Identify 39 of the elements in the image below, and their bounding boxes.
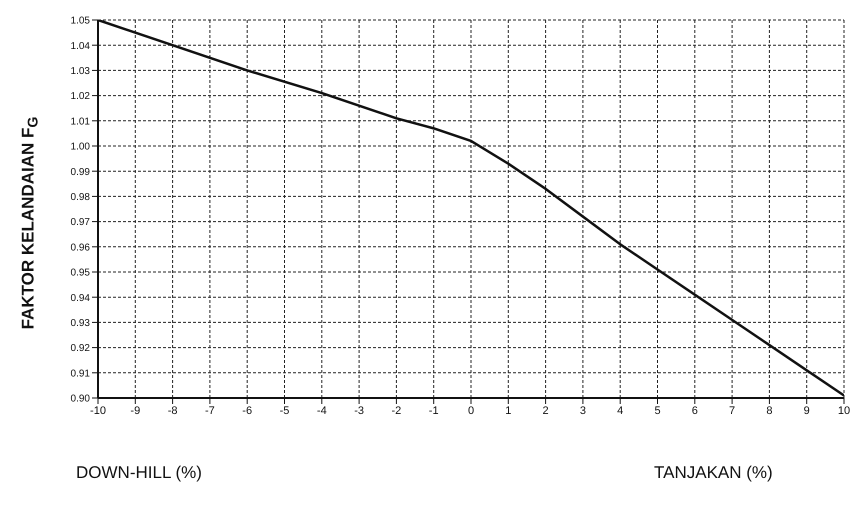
y-tick-label: 0.98 bbox=[70, 192, 90, 203]
y-tick-label: 0.97 bbox=[70, 217, 90, 228]
y-tick-label: 1.00 bbox=[70, 142, 90, 153]
x-tick-label: 0 bbox=[468, 404, 474, 417]
x-tick-label: -4 bbox=[316, 404, 327, 417]
y-tick-label: 0.91 bbox=[70, 368, 90, 380]
y-tick-label: 1.03 bbox=[70, 66, 90, 77]
text: DOWN-HILL (%) bbox=[76, 463, 202, 483]
x-tick-label: -5 bbox=[280, 404, 290, 417]
y-tick-label: 1.02 bbox=[70, 91, 90, 102]
y-tick-label: 0.92 bbox=[70, 343, 90, 354]
text: TANJAKAN (%) bbox=[654, 463, 773, 483]
x-tick-label: -9 bbox=[130, 404, 140, 417]
x-tick-label: 7 bbox=[729, 404, 736, 417]
x-tick-label: -1 bbox=[428, 404, 439, 417]
y-tick-label: 1.05 bbox=[70, 16, 90, 27]
x-tick-label: 1 bbox=[505, 404, 512, 417]
x-tick-label: 3 bbox=[580, 404, 586, 417]
y-tick-label: 0.99 bbox=[70, 166, 90, 178]
x-tick-label: 2 bbox=[542, 404, 549, 417]
y-tick-label: 0.94 bbox=[70, 292, 90, 304]
x-tick-label: 9 bbox=[804, 404, 810, 417]
y-tick-label: 1.01 bbox=[70, 116, 90, 128]
y-tick-label: 1.04 bbox=[70, 40, 90, 52]
x-tick-label: 8 bbox=[766, 404, 772, 417]
x-tick-label: 5 bbox=[654, 404, 661, 417]
x-tick-label: 6 bbox=[692, 404, 698, 417]
y-tick-label: 0.95 bbox=[70, 268, 90, 279]
x-tick-label: -2 bbox=[392, 404, 402, 417]
y-tick-label: 0.93 bbox=[70, 318, 90, 329]
x-tick-label: 10 bbox=[838, 404, 850, 417]
x-tick-label: -7 bbox=[205, 404, 215, 417]
x-tick-label: -10 bbox=[90, 404, 106, 417]
y-tick-label: 0.90 bbox=[70, 394, 90, 405]
x-tick-label: -6 bbox=[242, 404, 252, 417]
x-tick-label: 4 bbox=[617, 404, 624, 417]
y-tick-label: 0.96 bbox=[70, 242, 90, 254]
x-tick-label: -8 bbox=[168, 404, 178, 417]
x-tick-label: -3 bbox=[354, 404, 364, 417]
